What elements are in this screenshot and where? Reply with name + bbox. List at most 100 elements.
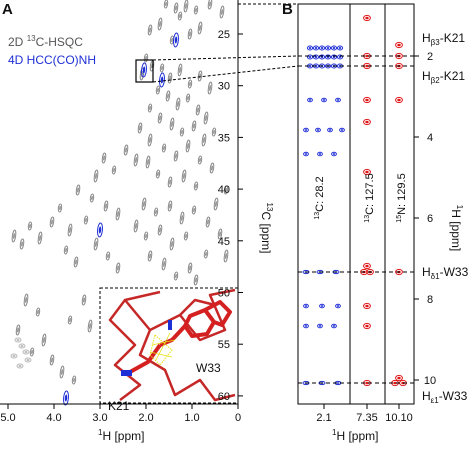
a-y-tick-label: 25 (218, 29, 230, 41)
panel-a-x-ticks: 5.0 4.0 3.0 2.0 1.0 0 (0, 404, 241, 424)
hsqc-peak (157, 224, 163, 236)
strip2-peak-core (365, 16, 369, 20)
strip1-peak-core (318, 153, 322, 155)
hsqc-peak (89, 193, 95, 203)
strip1-peak (324, 45, 332, 51)
hsqc-peak (187, 262, 193, 274)
strip1-peak-core (320, 47, 324, 49)
hsqc-peak-core (135, 157, 137, 163)
hsqc-peak-core (51, 357, 53, 363)
hsqc-peak-core (195, 277, 197, 283)
hsqc-peak (185, 139, 191, 153)
hsqc-peak-core (205, 252, 207, 256)
strip2-peak (363, 302, 371, 310)
hsqc-peak (67, 223, 73, 237)
hsqc-peak (16, 363, 24, 369)
hsqc-peak-core (21, 241, 23, 247)
hsqc-peak (22, 349, 30, 355)
hsqc-peak-core (165, 2, 167, 6)
hsqc-peak-core (65, 248, 67, 252)
hsqc-peak (183, 231, 189, 241)
hsqc-peak-core (199, 25, 201, 31)
hsqc-peak (161, 143, 167, 153)
strip-label-3: 15N: 129.5 (396, 173, 408, 222)
b-x-tick-label: 7.35 (356, 412, 377, 424)
hcc-peak-core (98, 226, 102, 234)
a-y-tick-label: 30 (218, 81, 230, 93)
hsqc-peak-core (211, 165, 213, 171)
hsqc-peak (167, 200, 173, 212)
hsqc-peak (145, 155, 151, 169)
strip2-peak-core (365, 324, 369, 328)
hsqc-peak-core (189, 82, 191, 86)
hsqc-peak (223, 249, 229, 263)
hsqc-peak (49, 354, 55, 366)
hsqc-peak (205, 216, 211, 228)
zoom-region-box (135, 59, 154, 83)
hsqc-peak-core (193, 208, 195, 212)
hsqc-peak-core (209, 1, 211, 7)
hsqc-peak-core (203, 137, 205, 143)
strip2-peak (363, 262, 371, 270)
hsqc-peak-core (195, 184, 197, 188)
hsqc-peak (177, 11, 183, 21)
panel-b-x-axis-title: 1H [ppm] (332, 428, 378, 443)
b-y-tick-label: 6 (427, 213, 433, 225)
hsqc-peak-core (199, 158, 201, 162)
hsqc-peak-core (175, 5, 177, 11)
a-y-tick-label: 40 (218, 184, 230, 196)
hsqc-peak (169, 117, 175, 131)
hsqc-peak-core (225, 253, 227, 259)
hsqc-peak-core (117, 265, 119, 271)
hsqc-peak (93, 237, 99, 251)
strip2-peak (366, 268, 374, 276)
hsqc-peak (143, 53, 149, 63)
hsqc-peak (115, 262, 121, 274)
hsqc-peak (175, 97, 181, 111)
hsqc-peak-core (12, 355, 16, 357)
a-y-tick-label: 35 (218, 132, 230, 144)
strip1-peak (335, 97, 341, 103)
hsqc-peak (165, 90, 171, 102)
strip2-peak-core (365, 264, 369, 268)
hsqc-peak (101, 152, 107, 164)
strip1-peak (330, 54, 338, 60)
hsqc-peak (155, 85, 161, 95)
hsqc-peak (133, 153, 139, 167)
hsqc-peak-core (181, 215, 183, 221)
strip1-peak-core (332, 325, 336, 327)
panel-a-x-axis-title: 1H [ppm] (98, 428, 144, 443)
zoom-connector-top (152, 55, 299, 61)
hsqc-peak-core (18, 365, 22, 367)
hsqc-peak-core (31, 350, 33, 354)
hsqc-peak (67, 315, 73, 325)
strip1-peak-core (308, 47, 312, 49)
strip3-peak (395, 374, 403, 382)
strip1-peak (317, 323, 323, 329)
hsqc-peak (217, 228, 223, 240)
hsqc-peak (187, 28, 193, 40)
label-k21: K21 (108, 399, 130, 413)
hsqc-peak-core (149, 137, 151, 143)
hsqc-peak (143, 231, 149, 241)
hsqc-peak-core (225, 188, 227, 192)
hsqc-peak-core (171, 121, 173, 127)
hsqc-peak (81, 294, 87, 306)
strip1-peak (335, 303, 341, 309)
hsqc-peak-core (113, 168, 115, 172)
a-y-tick-label: 55 (218, 339, 230, 351)
b-y-tick-label: 4 (427, 132, 433, 144)
a-y-tick-label: 60 (218, 391, 230, 403)
strip2-peak-core (365, 170, 369, 174)
hsqc-peak-core (163, 146, 165, 150)
strip3-peak-core (397, 43, 401, 47)
hsqc-peak-core (213, 130, 215, 134)
hsqc-peak (197, 70, 203, 82)
strip1-peak-core (338, 47, 342, 49)
hsqc-peak (11, 229, 17, 243)
hsqc-peak-core (209, 85, 211, 91)
strip3-peak (395, 62, 403, 70)
strip1-peak-core (304, 305, 308, 307)
hsqc-peak-core (147, 159, 149, 165)
a-x-tick-label: 1.0 (184, 412, 199, 424)
